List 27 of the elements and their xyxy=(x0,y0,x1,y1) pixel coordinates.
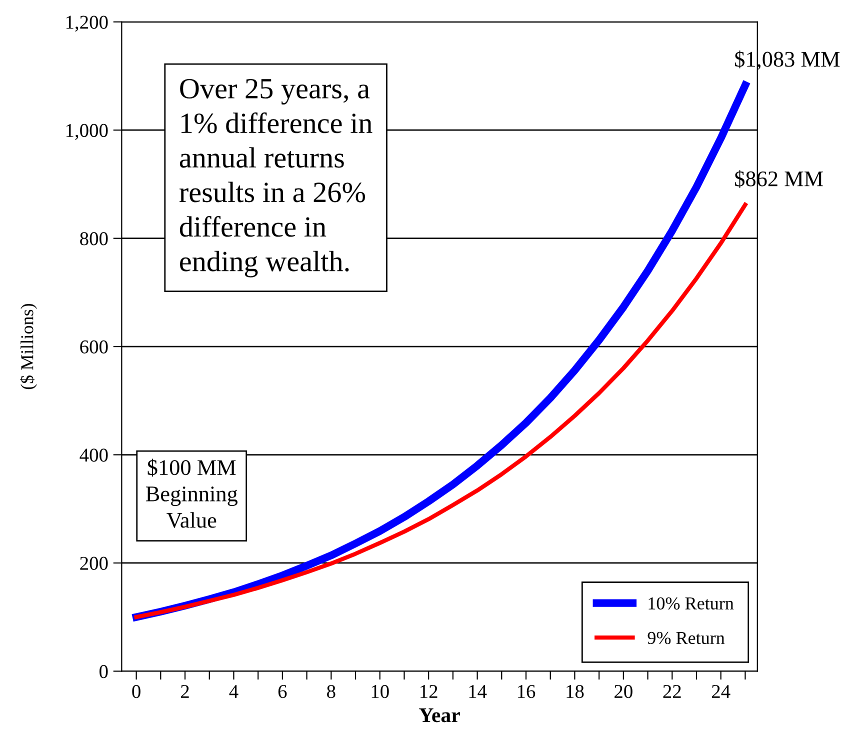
line-series xyxy=(134,202,748,620)
x-tick-label: 6 xyxy=(278,685,287,698)
x-tick-label: 0 xyxy=(132,684,140,698)
x-tick-label: 14 xyxy=(469,685,487,698)
legend-label: 9% Return xyxy=(648,632,725,644)
x-tick-label: 24 xyxy=(712,685,730,698)
x-tick-label: 20 xyxy=(614,684,632,698)
x-tick-label: 22 xyxy=(663,685,681,698)
annotation: $100 MM Beginning Value xyxy=(146,458,238,528)
x-tick-label: 16 xyxy=(518,685,536,698)
x-tick-label: 10 xyxy=(372,684,389,698)
x-tick-label: 12 xyxy=(420,685,438,698)
x-tick-label: 18 xyxy=(566,684,584,698)
y-axis-title: ($ Millions) xyxy=(20,304,37,390)
y-tick-label: 800 xyxy=(80,232,108,246)
y-tick-label: 0 xyxy=(100,665,108,678)
annotation: Over 25 years, a 1% difference in annual returns results in a 26% difference in ending wealth. xyxy=(179,78,372,278)
x-tick-label: 8 xyxy=(327,684,336,698)
x-tick-label: 2 xyxy=(181,685,189,698)
legend-label: 10% Return xyxy=(648,597,734,610)
x-tick-label: 4 xyxy=(229,685,238,698)
y-tick-label: 400 xyxy=(80,448,108,462)
y-tick-label: 200 xyxy=(80,556,108,570)
x-axis-title: Year xyxy=(419,708,460,722)
y-tick-label: 600 xyxy=(80,340,108,354)
y-tick-label: 1,000 xyxy=(66,124,108,140)
y-tick-label: 1,200 xyxy=(66,16,108,32)
